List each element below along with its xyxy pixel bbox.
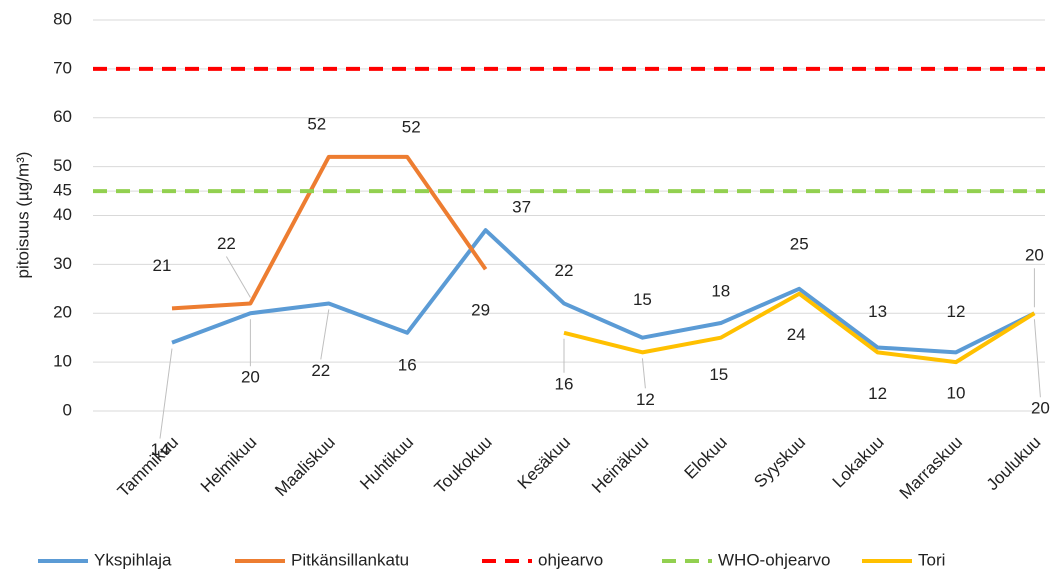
y-tick-label: 60 — [53, 107, 72, 126]
series-line — [563, 291, 1036, 365]
series-line — [171, 228, 1036, 355]
legend-label: Tori — [918, 550, 945, 569]
leader-line — [1033, 319, 1041, 398]
data-label: 20 — [1025, 246, 1044, 265]
data-label: 24 — [787, 325, 806, 344]
data-label: 20 — [1031, 399, 1050, 418]
data-label: 29 — [471, 301, 490, 320]
y-tick-label: 30 — [53, 254, 72, 273]
legend-label: ohjearvo — [538, 550, 603, 569]
data-label: 13 — [868, 302, 887, 321]
data-label: 20 — [241, 368, 260, 387]
x-tick-label: Elokuu — [681, 433, 731, 483]
data-label: 22 — [217, 234, 236, 253]
data-label: 12 — [636, 390, 655, 409]
leader-line — [225, 256, 251, 298]
x-tick-label: Maaliskuu — [271, 433, 339, 501]
data-label: 16 — [398, 355, 417, 374]
x-tick-label: Huhtikuu — [356, 433, 417, 494]
data-label: 15 — [709, 365, 728, 384]
x-tick-label: Syyskuu — [750, 433, 809, 492]
y-tick-label: 10 — [53, 352, 72, 371]
data-label: 18 — [711, 282, 730, 301]
data-label: 52 — [402, 117, 421, 136]
legend-label: Ykspihlaja — [94, 550, 172, 569]
x-tick-label: Heinäkuu — [588, 433, 652, 497]
legend-label: Pitkänsillankatu — [291, 550, 409, 569]
data-label: 12 — [868, 384, 887, 403]
data-label: 21 — [153, 256, 172, 275]
data-label: 52 — [307, 114, 326, 133]
data-label: 10 — [947, 384, 966, 403]
x-tick-label: Marraskuu — [896, 433, 966, 503]
y-tick-label: 40 — [53, 205, 72, 224]
y-tick-label: 50 — [53, 156, 72, 175]
y-tick-label: 45 — [53, 181, 72, 200]
data-label: 14 — [151, 440, 170, 459]
leader-line — [320, 309, 330, 360]
data-label: 22 — [311, 361, 330, 380]
legend-label: WHO-ohjearvo — [718, 550, 830, 569]
data-label: 22 — [555, 261, 574, 280]
x-tick-label: Joulukuu — [983, 433, 1045, 495]
y-tick-label: 0 — [63, 400, 72, 419]
x-tick-label: Toukokuu — [431, 433, 496, 498]
y-tick-label: 20 — [53, 303, 72, 322]
x-tick-label: Helmikuu — [197, 433, 261, 497]
leader-line — [159, 348, 173, 439]
y-axis-title: pitoisuus (µg/m³) — [13, 152, 32, 279]
data-label: 12 — [947, 302, 966, 321]
x-tick-label: Lokakuu — [829, 433, 888, 492]
data-label: 15 — [633, 290, 652, 309]
leader-line — [641, 358, 646, 389]
y-tick-label: 70 — [53, 58, 72, 77]
data-label: 37 — [512, 198, 531, 217]
x-tick-label: Kesäkuu — [514, 433, 574, 493]
data-label: 16 — [555, 374, 574, 393]
y-tick-label: 80 — [53, 9, 72, 28]
series-line — [171, 154, 488, 311]
x-tick-label: Tammikuu — [114, 433, 182, 501]
data-label: 25 — [790, 234, 809, 253]
